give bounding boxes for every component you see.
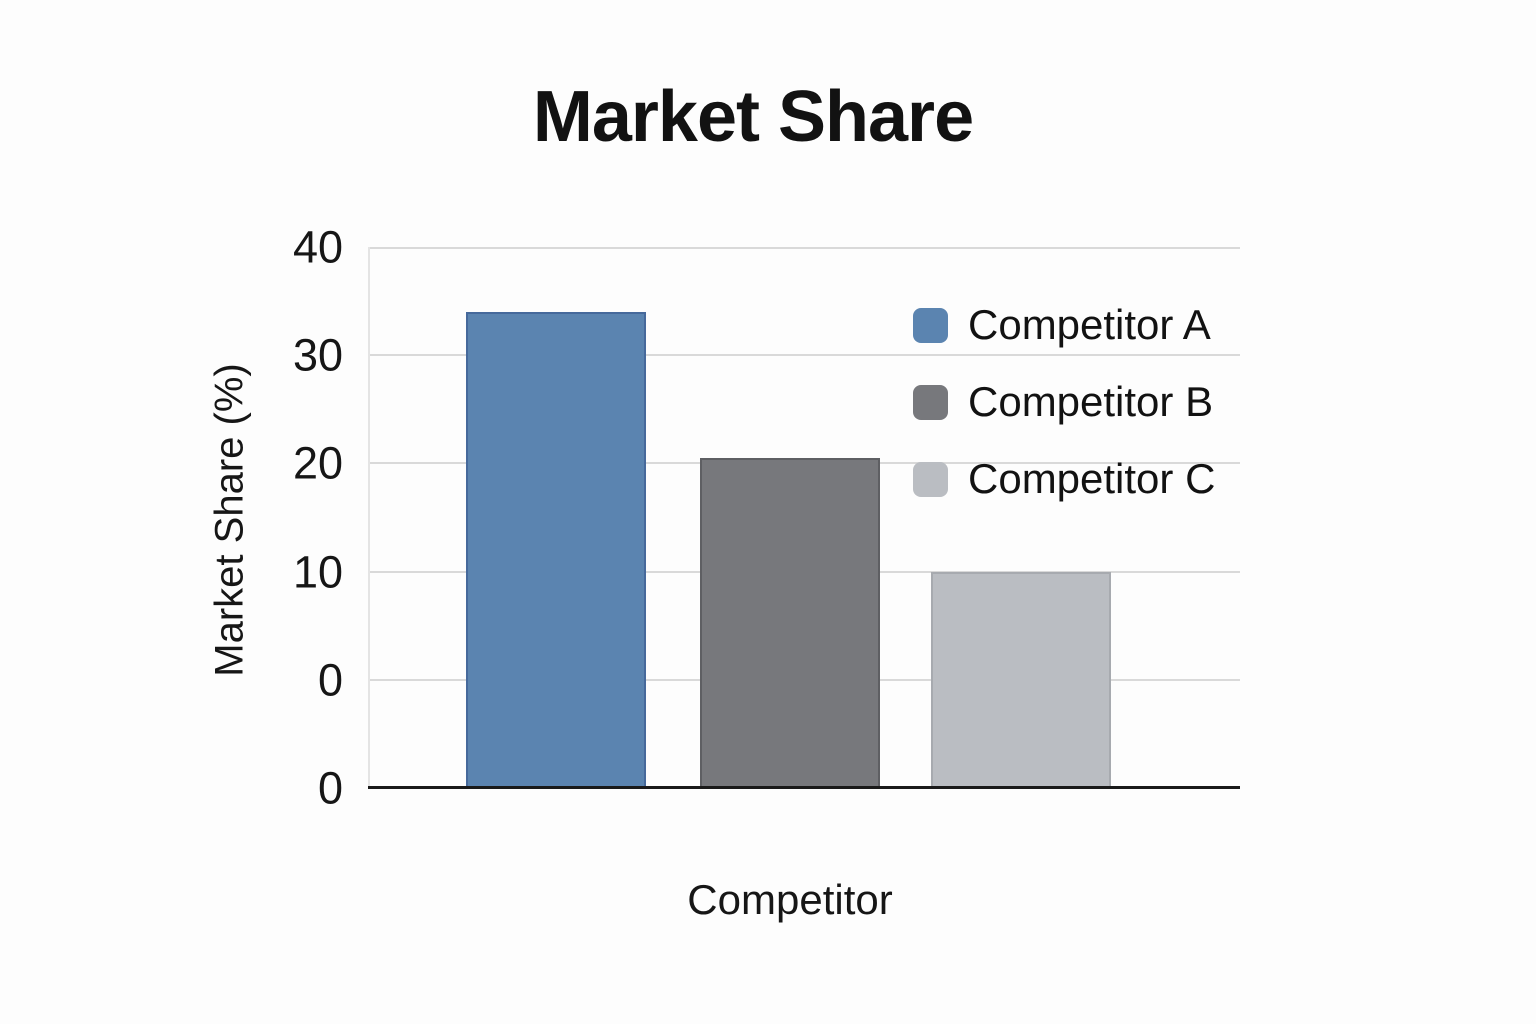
y-tick-label: 40 [292, 221, 343, 273]
y-tick-label: 0 [317, 762, 343, 814]
chart-title: Market Share [532, 77, 974, 157]
bar-competitor-c [931, 571, 1111, 788]
y-tick-label: 0 [317, 654, 343, 706]
gridline-30 [368, 354, 1240, 357]
gridline-40 [368, 247, 1240, 249]
y-axis-title: Market Share (%) [207, 363, 252, 677]
y-tick-label: 30 [292, 329, 343, 381]
x-axis-line [368, 786, 1240, 789]
x-axis-title: Competitor [687, 876, 893, 923]
legend-swatch-competitor-c [913, 461, 948, 497]
y-axis-line [368, 247, 370, 788]
plot-area: 40 30 20 10 0 0 [293, 225, 1240, 811]
bar-competitor-b [700, 458, 880, 788]
y-tick-label: 10 [292, 546, 343, 598]
y-tick-label: 20 [292, 437, 343, 489]
legend-label: Competitor A [968, 301, 1211, 348]
legend-label: Competitor B [968, 378, 1214, 425]
legend-swatch-competitor-b [913, 384, 948, 420]
legend-swatch-competitor-a [913, 307, 948, 343]
legend-item-competitor-c: Competitor C [913, 458, 1215, 500]
legend: Competitor A Competitor B Competitor C [913, 304, 1215, 500]
legend-item-competitor-b: Competitor B [913, 381, 1215, 423]
bar-competitor-a [466, 311, 646, 788]
legend-label: Competitor C [968, 455, 1216, 502]
legend-item-competitor-a: Competitor A [913, 304, 1215, 346]
